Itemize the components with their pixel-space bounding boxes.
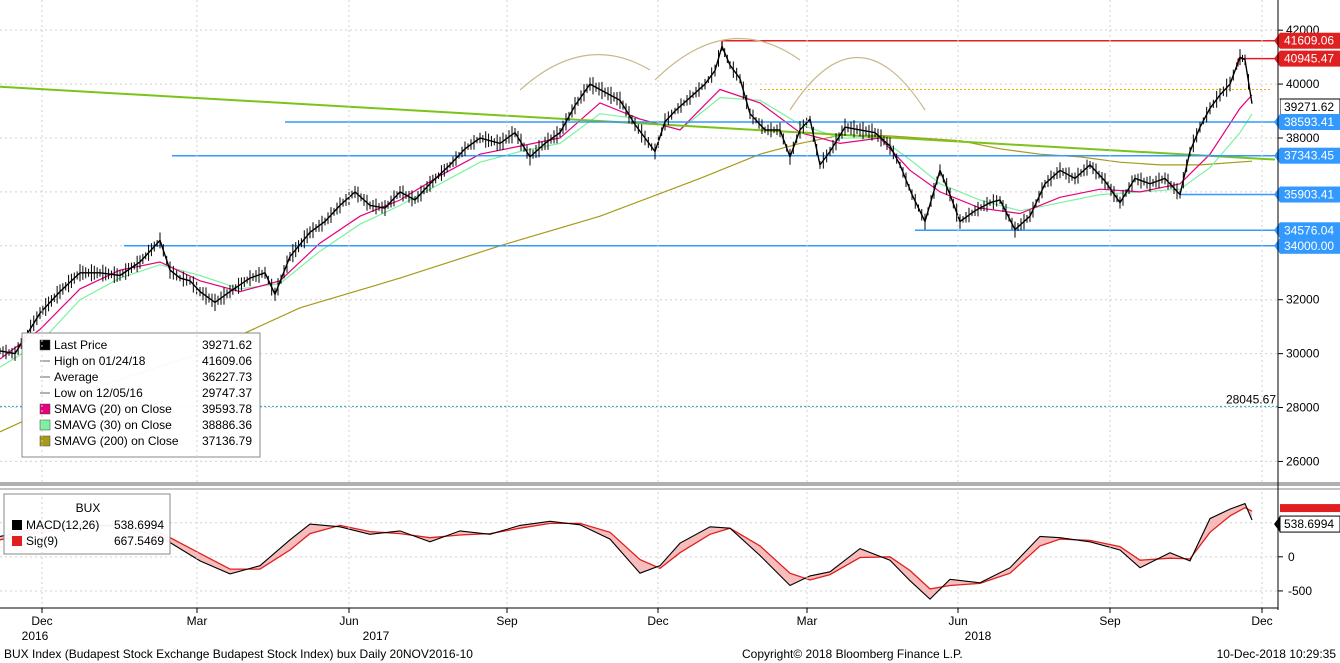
legend-value: 36227.73 [202,370,252,384]
price-tag-text: 34576.04 [1284,223,1334,237]
price-tick-label: 38000 [1286,131,1320,145]
price-tick-label: 30000 [1286,347,1320,361]
month-label: Sep [1099,614,1121,628]
price-tag-text: 40945.47 [1284,52,1334,66]
macd-legend-swatch [12,536,22,546]
price-tag-text: 34000.00 [1284,239,1334,253]
month-label: Mar [797,614,818,628]
price-tag: 41609.06 [1274,32,1340,49]
legend-swatch [39,435,51,447]
price-tag: 35903.41 [1274,186,1340,203]
footer-copyright: Copyright© 2018 Bloomberg Finance L.P. [742,647,963,661]
macd-legend-box [3,493,171,555]
price-tick-label: 26000 [1286,454,1320,468]
legend-value: 38886.36 [202,418,252,432]
year-label: 2017 [363,629,390,643]
legend-label: Last Price [54,338,108,352]
legend-value: 39593.78 [202,402,252,416]
legend-box [21,332,261,458]
price-tag-box [1280,50,1340,67]
legend-label: SMAVG (30) on Close [54,418,172,432]
price-tick-label: 32000 [1286,293,1320,307]
price-tag: 37343.45 [1274,147,1340,164]
legend-value: 39271.62 [202,338,252,352]
dotted-level-label: 28045.67 [1226,392,1276,406]
price-tag-text: 37343.45 [1284,149,1334,163]
macd-sig-tag [1280,504,1340,513]
year-label: 2016 [22,629,49,643]
price-tag-box [1280,114,1340,131]
price-tag: 39271.62 [1274,98,1340,116]
month-label: Dec [31,614,52,628]
month-label: Sep [496,614,518,628]
month-label: Jun [339,614,358,628]
pattern-arc [789,57,926,111]
macd-signal-fill [0,503,1252,600]
pattern-arc [654,37,801,81]
price-tag-box [1280,222,1340,239]
legend-value: 37136.79 [202,434,252,448]
price-legend: Last Price 39271.62 High on 01/24/18 41609.… [21,332,261,458]
price-tag-box [1280,237,1340,254]
legend-label: SMAVG (200) on Close [54,434,179,448]
series-sig-9 [0,506,1253,590]
footer-timestamp: 10-Dec-2018 10:29:35 [1217,647,1337,661]
price-tag-box [1280,186,1340,203]
month-label: Jun [948,614,967,628]
price-tag-text: 35903.41 [1284,188,1334,202]
price-tag-text: 39271.62 [1284,100,1334,114]
footer-left: BUX Index (Budapest Stock Exchange Budap… [4,647,473,661]
month-label: Dec [1251,614,1272,628]
macd-legend-swatch [12,520,22,530]
year-label: 2018 [965,629,992,643]
macd-tick-label: 0 [1288,550,1295,564]
macd-tag-arrow [1274,516,1280,533]
footer: BUX Index (Budapest Stock Exchange Budap… [4,647,1336,661]
legend-swatch [39,419,51,431]
price-tick-label: 28000 [1286,401,1320,415]
legend-label: High on 01/24/18 [54,354,146,368]
macd-legend-label: Sig(9) [26,534,58,548]
price-tag-box [1280,147,1340,164]
pattern-arc [519,53,651,91]
panel-divider [0,482,1340,486]
macd-legend-title: BUX [76,501,101,515]
price-tag: 34000.00 [1274,237,1340,254]
price-tag: 34576.04 [1274,222,1340,239]
legend-label: SMAVG (20) on Close [54,402,172,416]
macd-tick-label: -500 [1288,584,1312,598]
legend-value: 41609.06 [202,354,252,368]
macd-legend-label: MACD(12,26) [26,518,99,532]
macd-panel: -5000500538.6994BUXMACD(12,26)538.6994Si… [0,493,1340,600]
month-label: Mar [187,614,208,628]
legend-label: Low on 12/05/16 [54,386,143,400]
macd-legend-value: 667.5469 [114,534,164,548]
legend-label: Average [54,370,99,384]
price-tag-text: 38593.41 [1284,115,1334,129]
month-label: Dec [647,614,668,628]
price-panel: 2600028000300003200034000360003800040000… [0,23,1340,490]
macd-tag-text: 538.6994 [1284,517,1334,531]
price-tag-box [1280,32,1340,49]
legend-value: 29747.37 [202,386,252,400]
legend-swatch [39,403,51,415]
green-trendline [0,85,1276,161]
price-tag: 38593.41 [1274,114,1340,131]
series-macd [0,502,1253,600]
legend-swatch [39,339,51,351]
price-tag: 40945.47 [1274,50,1340,67]
macd-legend: BUX MACD(12,26) 538.6994 Sig(9) 667.5469 [3,493,171,555]
price-tag-text: 41609.06 [1284,34,1334,48]
macd-legend-value: 538.6994 [114,518,164,532]
price-tick-label: 40000 [1286,77,1320,91]
